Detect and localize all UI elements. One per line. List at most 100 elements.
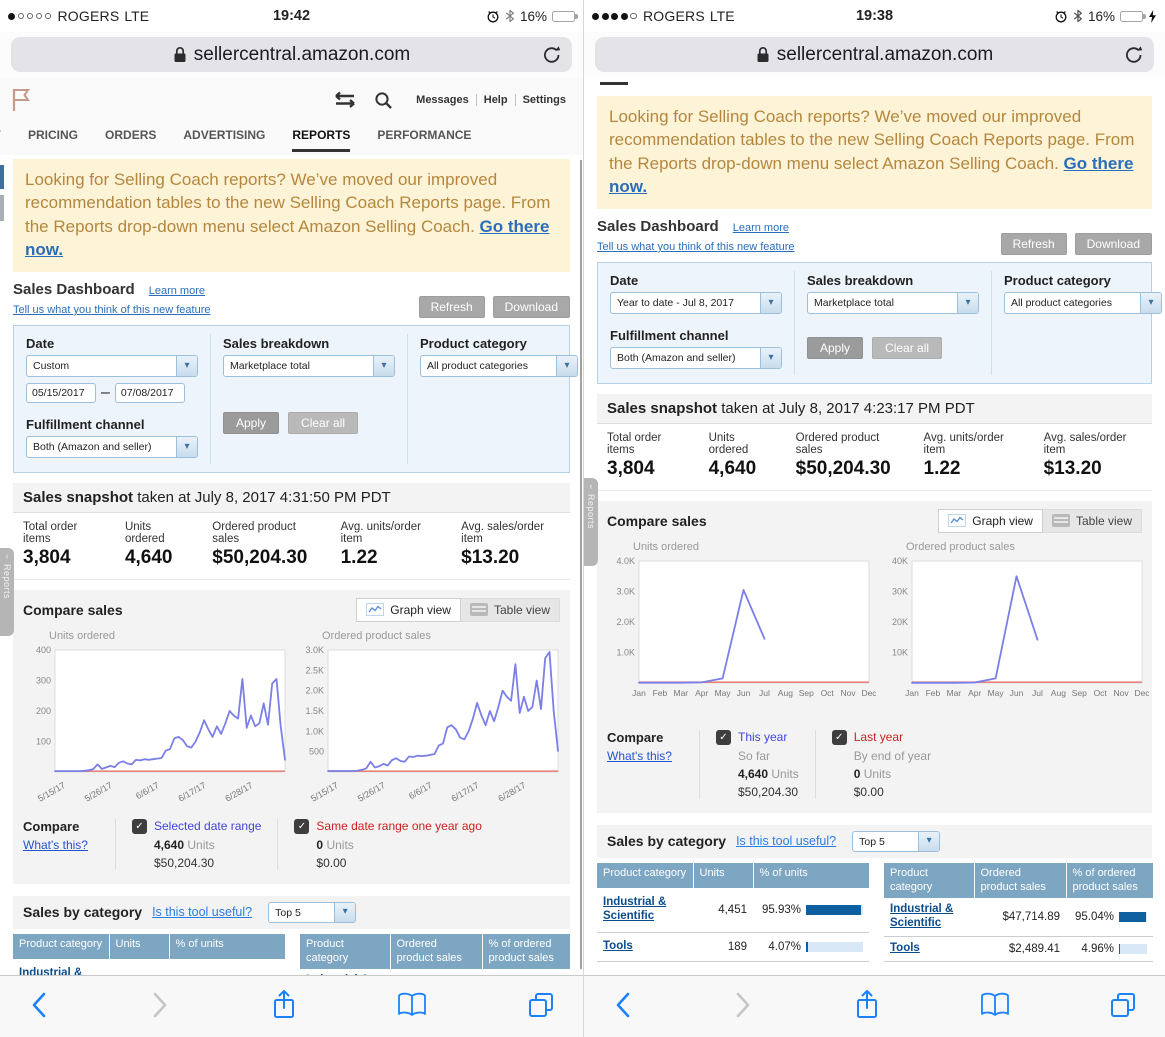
apply-button[interactable]: Apply	[223, 411, 280, 434]
svg-text:6/6/17: 6/6/17	[407, 780, 434, 801]
table-view-icon	[1051, 514, 1070, 528]
tabs-button[interactable]	[1109, 991, 1137, 1022]
fulfillment-select[interactable]: Both (Amazon and seller)	[610, 346, 782, 369]
network-label: LTE	[709, 8, 735, 24]
stat-label: Avg. units/order item	[923, 431, 1004, 456]
swap-arrows-icon[interactable]	[332, 91, 358, 109]
reload-button[interactable]	[1124, 44, 1144, 71]
checkbox-year-ago[interactable]	[294, 818, 310, 834]
category-select[interactable]: All product categories	[1004, 291, 1162, 314]
category-link[interactable]: Industrial & Scientific	[306, 974, 384, 975]
category-link[interactable]: Industrial & Scientific	[603, 896, 667, 922]
top5-select[interactable]: Top 5	[268, 901, 357, 923]
refresh-button[interactable]: Refresh	[1000, 232, 1067, 255]
clear-all-button[interactable]: Clear all	[872, 336, 943, 359]
table-view-button[interactable]: Table view	[460, 597, 560, 622]
graph-view-button[interactable]: Graph view	[938, 508, 1043, 533]
stat-value: $13.20	[461, 546, 520, 568]
fulfillment-select[interactable]: Both (Amazon and seller)	[26, 435, 198, 458]
date-select[interactable]: Custom	[26, 354, 198, 377]
url-field[interactable]: sellercentral.amazon.com	[595, 37, 1154, 72]
svg-text:Jan: Jan	[905, 688, 919, 698]
go-there-now-link[interactable]: Go there now.	[609, 153, 1134, 197]
category-link[interactable]: Industrial & Scientific	[890, 903, 954, 930]
table-view-button[interactable]: Table view	[1042, 508, 1142, 533]
category-link[interactable]: Tools	[890, 941, 920, 954]
category-link[interactable]: Tools	[603, 939, 633, 952]
svg-text:May: May	[988, 688, 1005, 698]
chart-title: Ordered product sales	[322, 629, 431, 642]
checkbox-selected-range[interactable]	[132, 818, 147, 834]
network-label: LTE	[124, 8, 150, 24]
table-row: Tools $2,489.41 4.96%	[884, 936, 1153, 962]
dropdown-arrow-icon	[373, 355, 394, 376]
col-header: Product category	[13, 933, 109, 960]
settings-link[interactable]: Settings	[514, 94, 573, 106]
forward-button[interactable]	[732, 990, 754, 1023]
share-button[interactable]	[270, 988, 298, 1025]
back-button[interactable]	[612, 990, 634, 1023]
series-name: This year	[738, 730, 788, 745]
nav-item-advertising[interactable]: ADVERTISING	[183, 128, 266, 142]
reports-flyout-tab[interactable]: ‹ Reports	[584, 478, 598, 566]
url-field[interactable]: sellercentral.amazon.com	[11, 37, 572, 72]
svg-text:Aug: Aug	[778, 688, 793, 698]
learn-more-link[interactable]: Learn more	[148, 284, 205, 297]
nav-item-inventory-cut[interactable]: Y	[0, 128, 1, 149]
compare-label: Compare	[607, 729, 664, 745]
learn-more-link[interactable]: Learn more	[732, 221, 789, 234]
bookmarks-button[interactable]	[396, 991, 428, 1022]
safari-toolbar-right	[584, 975, 1165, 1037]
bookmarks-button[interactable]	[979, 991, 1011, 1022]
feedback-link[interactable]: Tell us what you think of this new featu…	[13, 303, 211, 316]
scrollbar[interactable]	[579, 160, 582, 969]
clear-all-button[interactable]: Clear all	[288, 411, 359, 434]
nav-item-pricing[interactable]: PRICING	[28, 128, 79, 142]
download-button[interactable]: Download	[1074, 232, 1152, 255]
is-tool-useful-link[interactable]: Is this tool useful?	[152, 905, 253, 920]
forward-button[interactable]	[149, 990, 171, 1023]
top5-select[interactable]: Top 5	[852, 830, 941, 852]
sales-snapshot-bar: Sales snapshot taken at July 8, 2017 4:2…	[597, 393, 1152, 424]
svg-text:Dec: Dec	[861, 688, 876, 698]
date-select[interactable]: Year to date - Jul 8, 2017	[610, 291, 782, 314]
nav-item-reports[interactable]: REPORTS	[292, 128, 351, 152]
search-icon[interactable]	[374, 91, 393, 110]
whats-this-link[interactable]: What's this?	[607, 748, 672, 763]
sales-value: $2,489.41	[974, 936, 1066, 962]
tabs-button[interactable]	[527, 991, 555, 1022]
category-link[interactable]: Industrial & Scientific	[19, 967, 83, 975]
reports-flyout-tab[interactable]: ‹ Reports	[0, 548, 14, 636]
apply-button[interactable]: Apply	[807, 336, 864, 359]
date-to-input[interactable]	[114, 382, 185, 403]
messages-link[interactable]: Messages	[416, 94, 469, 106]
breakdown-select[interactable]: Marketplace total	[807, 291, 979, 314]
checkbox-last-year[interactable]	[831, 729, 847, 745]
svg-text:Nov: Nov	[841, 688, 857, 698]
dropdown-arrow-icon	[760, 347, 781, 368]
category-filter-label: Product category	[420, 335, 527, 351]
breakdown-select[interactable]: Marketplace total	[223, 354, 395, 377]
is-tool-useful-link[interactable]: Is this tool useful?	[736, 834, 837, 849]
feedback-link[interactable]: Tell us what you think of this new featu…	[597, 240, 795, 253]
help-link[interactable]: Help	[475, 94, 515, 106]
back-button[interactable]	[28, 990, 50, 1023]
percent-bar	[806, 904, 863, 915]
whats-this-link[interactable]: What's this?	[23, 837, 88, 852]
stat-label: Units ordered	[124, 520, 165, 545]
refresh-button[interactable]: Refresh	[418, 295, 485, 318]
go-there-now-link[interactable]: Go there now.	[25, 216, 550, 260]
category-select[interactable]: All product categories	[420, 354, 578, 377]
reload-button[interactable]	[542, 44, 562, 71]
nav-item-performance[interactable]: PERFORMANCE	[377, 128, 472, 142]
nav-item-orders[interactable]: ORDERS	[105, 128, 157, 142]
download-button[interactable]: Download	[492, 295, 570, 318]
date-from-input[interactable]	[26, 382, 96, 403]
svg-text:Oct: Oct	[821, 688, 835, 698]
svg-text:Sep: Sep	[799, 688, 814, 698]
graph-view-button[interactable]: Graph view	[356, 597, 461, 622]
compare-sales-title: Compare sales	[23, 601, 123, 618]
checkbox-this-year[interactable]	[716, 729, 731, 745]
compare-legend: Compare What's this? Selected date range…	[13, 811, 570, 880]
share-button[interactable]	[853, 988, 881, 1025]
